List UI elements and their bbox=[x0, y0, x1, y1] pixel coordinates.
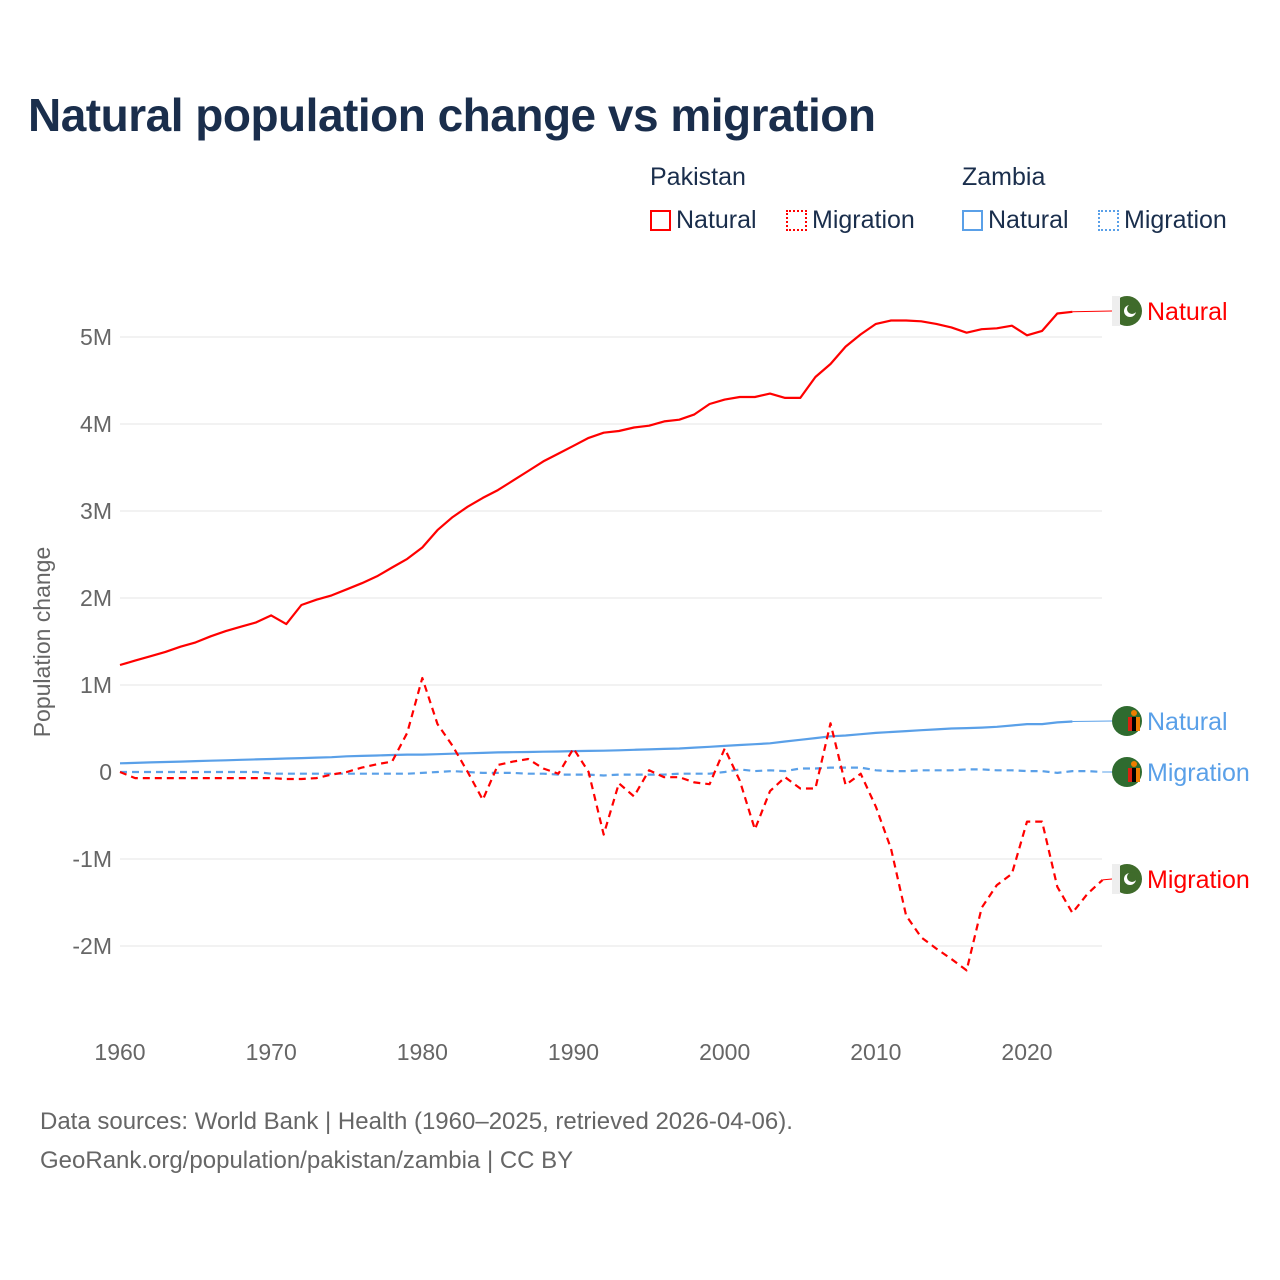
label-connector bbox=[1072, 720, 1113, 723]
crescent-cut bbox=[1127, 304, 1137, 314]
series-end-label: Natural bbox=[1147, 298, 1228, 326]
y-axis-label: Population change bbox=[29, 547, 55, 738]
solid-swatch-icon bbox=[650, 210, 671, 231]
x-tick-label: 1980 bbox=[397, 1039, 448, 1065]
footer-link[interactable]: GeoRank.org/population/pakistan/zambia |… bbox=[40, 1147, 574, 1174]
flag-stripe bbox=[1128, 717, 1132, 731]
x-tick-label: 1970 bbox=[246, 1039, 297, 1065]
flag-stripe bbox=[1136, 717, 1140, 731]
x-tick-label: 2010 bbox=[850, 1039, 901, 1065]
legend-group-pakistan: Pakistan bbox=[650, 163, 746, 191]
dotted-swatch-icon bbox=[786, 210, 807, 231]
series-end-label: Migration bbox=[1147, 866, 1250, 894]
series-end-label: Migration bbox=[1147, 759, 1250, 787]
series-line-pakistan-migration bbox=[119, 676, 1104, 972]
eagle-icon bbox=[1131, 761, 1137, 767]
y-tick-label: -1M bbox=[72, 846, 112, 872]
flag-stripe bbox=[1112, 296, 1120, 326]
label-connector bbox=[1072, 310, 1113, 313]
dotted-swatch-icon bbox=[1098, 210, 1119, 231]
y-tick-label: 4M bbox=[80, 411, 112, 437]
x-tick-label: 1960 bbox=[94, 1039, 145, 1065]
y-tick-label: 1M bbox=[80, 672, 112, 698]
x-tick-label: 2000 bbox=[699, 1039, 750, 1065]
y-tick-label: 3M bbox=[80, 498, 112, 524]
legend-zambia-natural[interactable]: Natural bbox=[962, 206, 1069, 235]
legend-zambia-migration[interactable]: Migration bbox=[1098, 206, 1227, 235]
solid-swatch-icon bbox=[962, 210, 983, 231]
chart-title: Natural population change vs migration bbox=[28, 89, 876, 141]
flag-stripe bbox=[1136, 768, 1140, 782]
footer-source: Data sources: World Bank | Health (1960–… bbox=[40, 1108, 793, 1135]
flag-stripe bbox=[1112, 864, 1120, 894]
flag-stripe bbox=[1128, 768, 1132, 782]
x-tick-label: 2020 bbox=[1001, 1039, 1052, 1065]
y-tick-label: 0 bbox=[99, 759, 112, 785]
legend-pakistan-natural[interactable]: Natural bbox=[650, 206, 757, 235]
y-tick-label: 5M bbox=[80, 324, 112, 350]
legend-group-zambia: Zambia bbox=[962, 163, 1046, 191]
y-tick-label: -2M bbox=[72, 933, 112, 959]
legend-pakistan-migration[interactable]: Migration bbox=[786, 206, 915, 235]
eagle-icon bbox=[1131, 710, 1137, 716]
series-line-zambia-natural bbox=[119, 720, 1073, 765]
y-tick-label: 2M bbox=[80, 585, 112, 611]
series-end-label: Natural bbox=[1147, 708, 1228, 736]
x-tick-label: 1990 bbox=[548, 1039, 599, 1065]
crescent-cut bbox=[1127, 872, 1137, 882]
series-line-zambia-migration bbox=[120, 766, 1103, 777]
series-line-pakistan-natural bbox=[119, 310, 1073, 667]
flag-stripe bbox=[1132, 717, 1136, 731]
flag-stripe bbox=[1132, 768, 1136, 782]
label-connector bbox=[1102, 878, 1113, 881]
